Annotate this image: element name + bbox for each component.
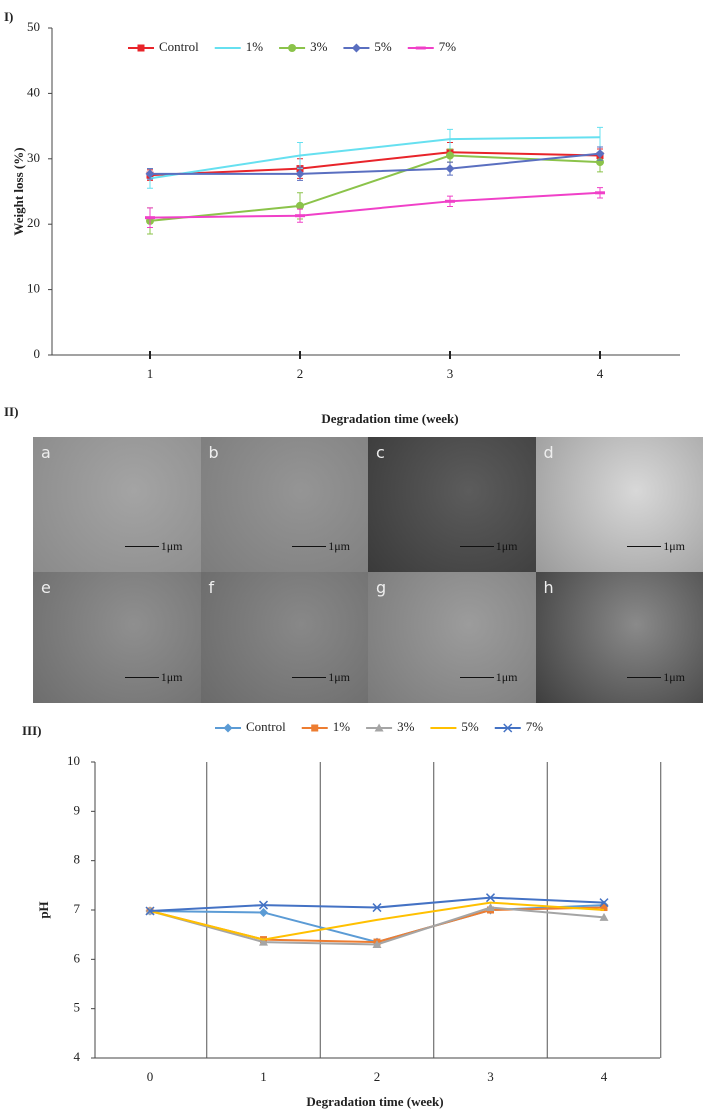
series <box>146 147 605 180</box>
page: a1μmb1μmc1μmd1μme1μmf1μmg1μmh1μm I) II) … <box>0 0 703 1113</box>
y-tick-label: 9 <box>74 802 81 817</box>
y-tick-label: 7 <box>74 901 81 916</box>
x-axis-title: Degradation time (week) <box>321 411 458 426</box>
legend-label: 7% <box>526 719 544 734</box>
marker <box>446 152 454 160</box>
series <box>145 188 605 228</box>
series-line <box>150 154 600 174</box>
x-tick-label: 2 <box>374 1069 381 1084</box>
x-tick-label: 1 <box>147 366 154 381</box>
legend-marker <box>352 44 361 53</box>
y-axis-title: pH <box>36 901 51 918</box>
legend-marker <box>138 45 145 52</box>
x-tick-label: 2 <box>297 366 304 381</box>
panel-label: II) <box>4 404 18 419</box>
legend-marker <box>288 44 296 52</box>
y-tick-label: 8 <box>74 852 81 867</box>
series <box>147 904 608 946</box>
legend-label: Control <box>159 39 199 54</box>
series <box>147 127 603 188</box>
marker <box>259 908 268 917</box>
x-tick-label: 0 <box>147 1069 154 1084</box>
y-tick-label: 4 <box>74 1049 81 1064</box>
series-line <box>150 156 600 221</box>
y-axis-title: Weight loss (%) <box>11 147 26 235</box>
panel-label: III) <box>22 723 42 738</box>
x-tick-label: 4 <box>601 1069 608 1084</box>
y-tick-label: 40 <box>27 84 40 99</box>
x-tick-label: 3 <box>487 1069 494 1084</box>
y-tick-label: 6 <box>74 950 81 965</box>
y-tick-label: 50 <box>27 19 40 34</box>
legend-marker <box>311 725 318 732</box>
legend-label: 1% <box>333 719 351 734</box>
y-tick-label: 10 <box>67 753 80 768</box>
legend-label: 1% <box>246 39 264 54</box>
series <box>146 149 604 234</box>
y-tick-label: 20 <box>27 215 40 230</box>
x-tick-label: 3 <box>447 366 454 381</box>
legend-label: 7% <box>439 39 457 54</box>
y-tick-label: 30 <box>27 150 40 165</box>
legend-label: Control <box>246 719 286 734</box>
x-tick-label: 1 <box>260 1069 267 1084</box>
x-tick-label: 4 <box>597 366 604 381</box>
panel-label: I) <box>4 9 13 24</box>
legend-label: 3% <box>397 719 415 734</box>
legend-marker <box>224 724 233 733</box>
legend-label: 5% <box>461 719 479 734</box>
figure: I) II) III) 010203040501234Degradation t… <box>0 0 703 1113</box>
legend-label: 5% <box>374 39 392 54</box>
marker <box>446 164 455 173</box>
x-axis-title: Degradation time (week) <box>306 1094 443 1109</box>
y-tick-label: 10 <box>27 281 40 296</box>
y-tick-label: 0 <box>34 346 41 361</box>
legend-label: 3% <box>310 39 328 54</box>
y-tick-label: 5 <box>74 1000 81 1015</box>
